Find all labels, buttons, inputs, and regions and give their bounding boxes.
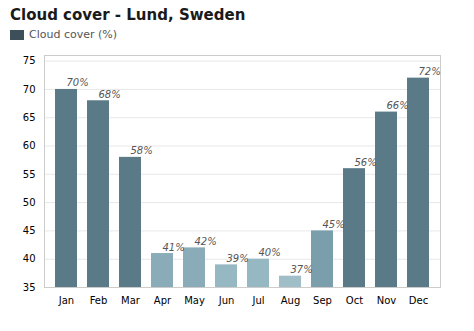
svg-text:68%: 68% xyxy=(99,89,121,100)
svg-text:40%: 40% xyxy=(259,247,281,258)
svg-text:Mar: Mar xyxy=(121,295,141,306)
svg-text:39%: 39% xyxy=(227,253,249,264)
svg-text:Sep: Sep xyxy=(313,295,332,306)
svg-text:45: 45 xyxy=(23,225,36,236)
svg-text:Jul: Jul xyxy=(251,295,264,306)
svg-text:Jan: Jan xyxy=(58,295,74,306)
svg-text:50: 50 xyxy=(23,197,36,208)
svg-text:70%: 70% xyxy=(67,77,89,88)
svg-text:60: 60 xyxy=(23,140,36,151)
svg-text:Oct: Oct xyxy=(346,295,363,306)
svg-text:Jun: Jun xyxy=(218,295,235,306)
svg-text:Aug: Aug xyxy=(281,295,301,306)
svg-text:55: 55 xyxy=(23,169,36,180)
svg-text:41%: 41% xyxy=(163,242,185,253)
svg-text:35: 35 xyxy=(23,282,36,293)
svg-text:56%: 56% xyxy=(355,157,377,168)
html-text:Cloud cover (%): Cloud cover (%) xyxy=(29,28,117,41)
svg-text:70: 70 xyxy=(23,84,36,95)
svg-text:66%: 66% xyxy=(387,100,409,111)
svg-text:37%: 37% xyxy=(291,264,313,275)
svg-text:45%: 45% xyxy=(323,219,345,230)
svg-text:40: 40 xyxy=(23,253,36,264)
svg-text:Dec: Dec xyxy=(409,295,428,306)
svg-text:75: 75 xyxy=(23,55,36,66)
svg-text:Nov: Nov xyxy=(377,295,397,306)
svg-text:42%: 42% xyxy=(195,236,217,247)
svg-text:May: May xyxy=(184,295,205,306)
svg-text:Feb: Feb xyxy=(90,295,108,306)
svg-text:65: 65 xyxy=(23,112,36,123)
svg-text:Apr: Apr xyxy=(154,295,172,306)
html-text:Cloud cover - Lund, Sweden: Cloud cover - Lund, Sweden xyxy=(10,6,246,24)
svg-text:58%: 58% xyxy=(131,145,153,156)
svg-text:72%: 72% xyxy=(419,66,441,77)
